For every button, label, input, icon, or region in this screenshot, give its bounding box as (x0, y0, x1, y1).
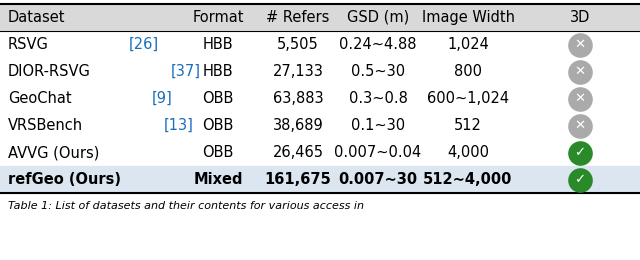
Text: 512∼4,000: 512∼4,000 (423, 172, 513, 187)
Text: 0.5∼30: 0.5∼30 (351, 64, 405, 79)
Text: 0.1∼30: 0.1∼30 (351, 118, 405, 133)
Text: # Refers: # Refers (266, 10, 330, 25)
Text: ✕: ✕ (575, 38, 586, 51)
Bar (0, 58, 640, 85)
Text: GSD (m): GSD (m) (347, 10, 409, 25)
Text: 512: 512 (454, 118, 482, 133)
Point (575, 151, 585, 155)
Text: OBB: OBB (202, 118, 234, 133)
Text: GeoChat: GeoChat (8, 91, 72, 106)
Text: [9]: [9] (152, 91, 173, 106)
Bar (0, 112, 640, 139)
Text: ✕: ✕ (575, 119, 586, 132)
Text: RSVG: RSVG (8, 37, 49, 52)
Text: 4,000: 4,000 (447, 145, 489, 160)
Text: [37]: [37] (171, 64, 201, 79)
Bar (0, 85, 640, 112)
Text: 0.007∼0.04: 0.007∼0.04 (334, 145, 422, 160)
Text: 0.3∼0.8: 0.3∼0.8 (349, 91, 408, 106)
Text: 27,133: 27,133 (273, 64, 323, 79)
Text: refGeo (Ours): refGeo (Ours) (8, 172, 121, 187)
Bar (0, 139, 640, 166)
Text: [26]: [26] (129, 37, 159, 52)
Point (575, 42, 585, 47)
Point (575, 124, 585, 128)
Text: HBB: HBB (203, 64, 234, 79)
Text: 0.24∼4.88: 0.24∼4.88 (339, 37, 417, 52)
Text: OBB: OBB (202, 91, 234, 106)
Text: VRSBench: VRSBench (8, 118, 83, 133)
Text: ✓: ✓ (575, 173, 586, 186)
Text: DIOR-RSVG: DIOR-RSVG (8, 64, 91, 79)
Text: Dataset: Dataset (8, 10, 65, 25)
Text: 26,465: 26,465 (273, 145, 323, 160)
Text: 161,675: 161,675 (264, 172, 332, 187)
Text: [13]: [13] (163, 118, 193, 133)
Text: 63,883: 63,883 (273, 91, 323, 106)
Text: Mixed: Mixed (193, 172, 243, 187)
Text: Table 1: List of datasets and their contents for various access in: Table 1: List of datasets and their cont… (8, 201, 364, 211)
Text: ✕: ✕ (575, 92, 586, 105)
Text: Format: Format (192, 10, 244, 25)
Text: 800: 800 (454, 64, 482, 79)
Text: Image Width: Image Width (422, 10, 515, 25)
Text: 0.007∼30: 0.007∼30 (339, 172, 417, 187)
Text: ✓: ✓ (575, 146, 586, 159)
Text: 1,024: 1,024 (447, 37, 489, 52)
Bar (0, 31, 640, 58)
Text: AVVG (Ours): AVVG (Ours) (8, 145, 99, 160)
Point (575, 177, 585, 181)
Text: 600∼1,024: 600∼1,024 (427, 91, 509, 106)
Text: 5,505: 5,505 (277, 37, 319, 52)
Point (575, 96, 585, 101)
Bar (0, 166, 640, 193)
Text: OBB: OBB (202, 145, 234, 160)
Point (575, 69, 585, 74)
Text: HBB: HBB (203, 37, 234, 52)
Text: 3D: 3D (570, 10, 590, 25)
Bar (0, 4, 640, 31)
Text: ✕: ✕ (575, 65, 586, 78)
Text: 38,689: 38,689 (273, 118, 323, 133)
